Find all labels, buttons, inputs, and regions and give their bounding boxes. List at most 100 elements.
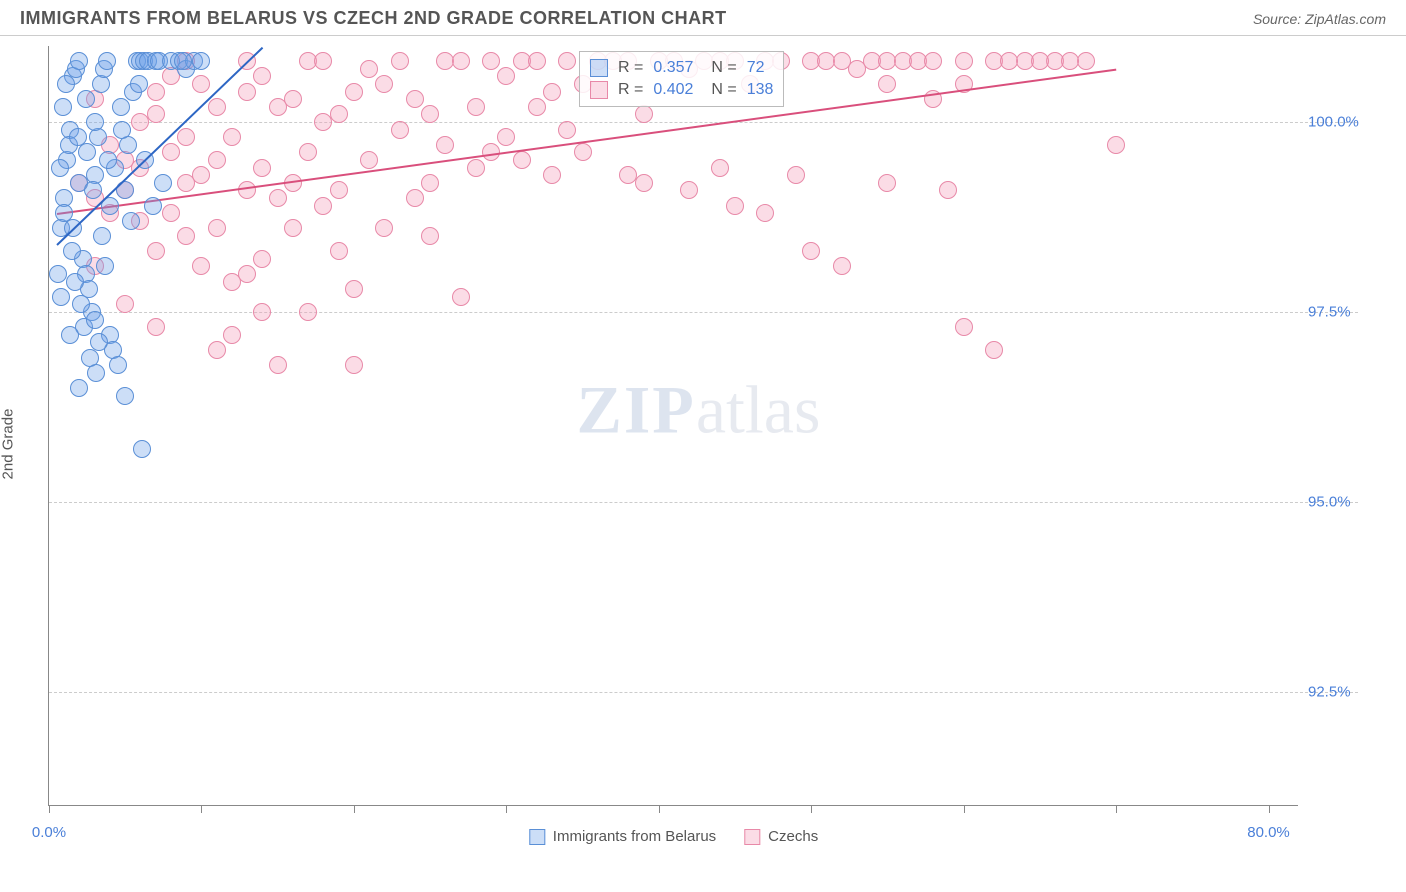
legend-label: Immigrants from Belarus	[553, 828, 716, 845]
x-tick	[506, 805, 507, 813]
scatter-point	[1061, 52, 1079, 70]
scatter-point	[208, 151, 226, 169]
scatter-point	[330, 181, 348, 199]
legend-swatch	[590, 81, 608, 99]
scatter-point	[66, 273, 84, 291]
y-tick-label: 97.5%	[1308, 304, 1398, 321]
x-tick	[201, 805, 202, 813]
scatter-point	[314, 52, 332, 70]
scatter-point	[130, 75, 148, 93]
scatter-point	[330, 242, 348, 260]
x-tick	[811, 805, 812, 813]
scatter-point	[223, 128, 241, 146]
scatter-point	[635, 105, 653, 123]
scatter-point	[513, 151, 531, 169]
scatter-point	[78, 143, 96, 161]
scatter-point	[177, 128, 195, 146]
scatter-point	[162, 204, 180, 222]
scatter-point	[253, 67, 271, 85]
scatter-point	[99, 151, 117, 169]
scatter-point	[77, 90, 95, 108]
scatter-point	[93, 227, 111, 245]
scatter-point	[86, 311, 104, 329]
x-tick-label-left: 0.0%	[32, 824, 66, 841]
scatter-point	[467, 159, 485, 177]
scatter-point	[49, 265, 67, 283]
scatter-point	[497, 67, 515, 85]
legend-label: Czechs	[768, 828, 818, 845]
scatter-point	[90, 333, 108, 351]
scatter-point	[482, 52, 500, 70]
scatter-point	[375, 75, 393, 93]
scatter-point	[253, 159, 271, 177]
scatter-point	[421, 105, 439, 123]
scatter-point	[1107, 136, 1125, 154]
chart-area: 2nd Grade ZIPatlas 92.5%95.0%97.5%100.0%…	[0, 36, 1406, 851]
scatter-point	[144, 197, 162, 215]
scatter-point	[680, 181, 698, 199]
scatter-point	[174, 52, 192, 70]
scatter-point	[314, 113, 332, 131]
scatter-point	[208, 341, 226, 359]
scatter-point	[833, 257, 851, 275]
scatter-point	[269, 189, 287, 207]
scatter-point	[452, 52, 470, 70]
scatter-point	[421, 174, 439, 192]
scatter-point	[253, 303, 271, 321]
scatter-point	[57, 75, 75, 93]
x-tick	[659, 805, 660, 813]
scatter-point	[177, 174, 195, 192]
scatter-point	[452, 288, 470, 306]
gridline-h	[49, 312, 1358, 313]
scatter-point	[133, 440, 151, 458]
scatter-point	[299, 303, 317, 321]
scatter-point	[985, 341, 1003, 359]
x-tick	[1116, 805, 1117, 813]
scatter-point	[113, 121, 131, 139]
scatter-point	[787, 166, 805, 184]
scatter-point	[238, 181, 256, 199]
scatter-point	[360, 151, 378, 169]
scatter-point	[528, 52, 546, 70]
scatter-point	[878, 75, 896, 93]
scatter-point	[939, 181, 957, 199]
chart-source: Source: ZipAtlas.com	[1253, 11, 1386, 27]
scatter-point	[177, 227, 195, 245]
scatter-point	[112, 98, 130, 116]
stat-legend-row: R = 0.402 N = 138	[590, 79, 773, 101]
chart-title: IMMIGRANTS FROM BELARUS VS CZECH 2ND GRA…	[20, 8, 727, 29]
scatter-point	[70, 379, 88, 397]
scatter-point	[345, 356, 363, 374]
y-tick-label: 95.0%	[1308, 494, 1398, 511]
scatter-point	[360, 60, 378, 78]
scatter-point	[96, 257, 114, 275]
x-tick	[1269, 805, 1270, 813]
scatter-point	[726, 197, 744, 215]
scatter-point	[54, 98, 72, 116]
scatter-point	[924, 52, 942, 70]
scatter-point	[192, 257, 210, 275]
scatter-point	[955, 52, 973, 70]
scatter-point	[51, 159, 69, 177]
scatter-point	[635, 174, 653, 192]
scatter-point	[1031, 52, 1049, 70]
scatter-point	[406, 189, 424, 207]
scatter-point	[72, 295, 90, 313]
scatter-point	[391, 52, 409, 70]
scatter-point	[84, 181, 102, 199]
scatter-point	[87, 364, 105, 382]
scatter-point	[543, 166, 561, 184]
scatter-point	[70, 52, 88, 70]
scatter-point	[86, 113, 104, 131]
watermark: ZIPatlas	[576, 371, 820, 450]
scatter-point	[122, 212, 140, 230]
x-tick	[964, 805, 965, 813]
scatter-point	[878, 174, 896, 192]
legend-swatch	[744, 829, 760, 845]
scatter-point	[147, 105, 165, 123]
scatter-point	[52, 288, 70, 306]
scatter-point	[558, 52, 576, 70]
scatter-point	[223, 326, 241, 344]
gridline-h	[49, 692, 1358, 693]
y-axis-label: 2nd Grade	[0, 408, 17, 479]
